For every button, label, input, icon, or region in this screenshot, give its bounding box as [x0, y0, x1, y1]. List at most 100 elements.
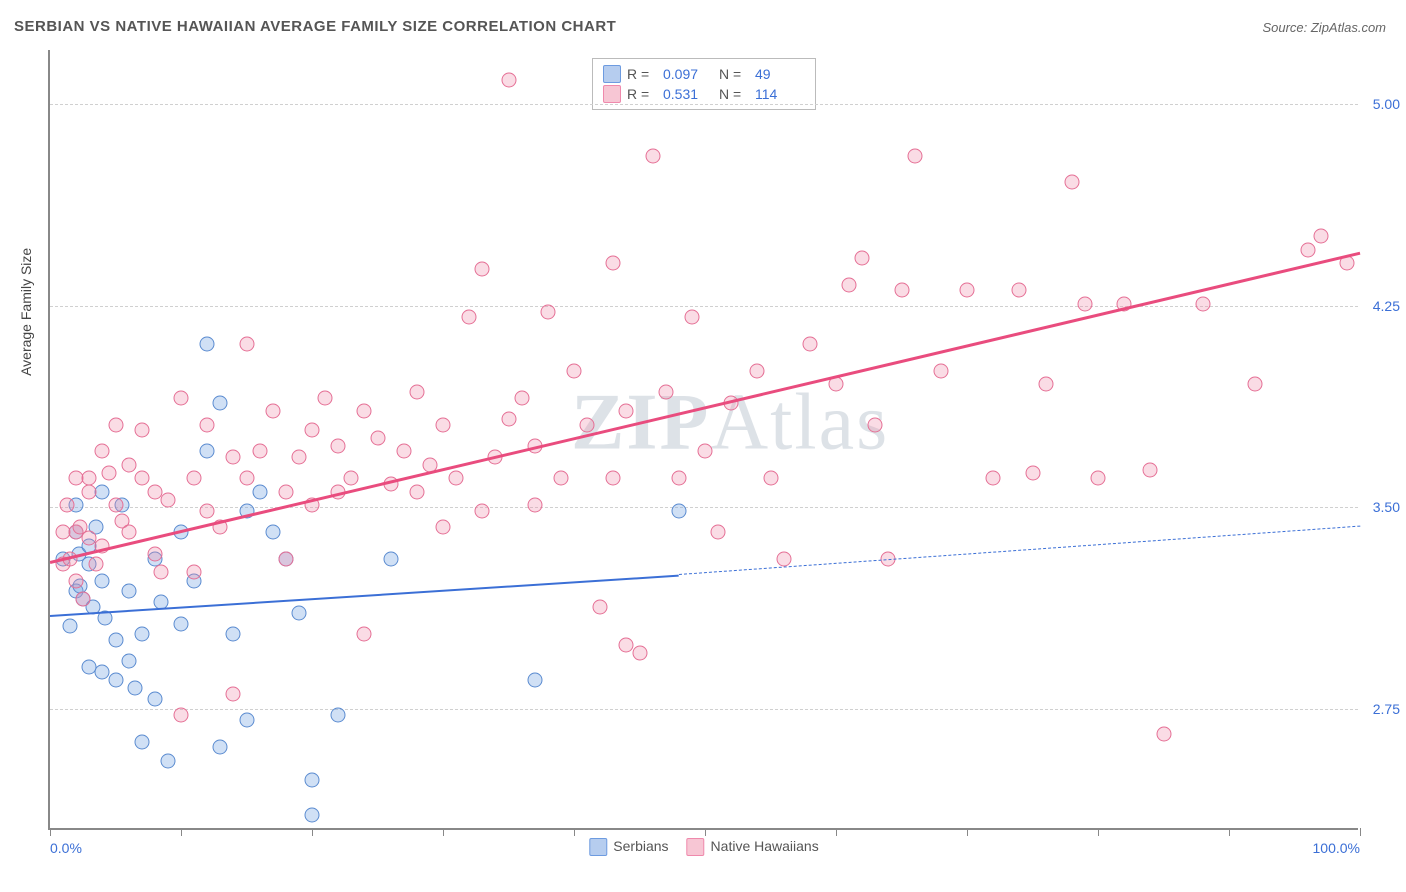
- data-point: [226, 627, 241, 642]
- data-point: [1156, 726, 1171, 741]
- data-point: [226, 449, 241, 464]
- data-point: [344, 471, 359, 486]
- data-point: [331, 708, 346, 723]
- data-point: [658, 385, 673, 400]
- data-point: [147, 546, 162, 561]
- data-point: [684, 309, 699, 324]
- data-point: [593, 600, 608, 615]
- n-label: N =: [719, 66, 749, 82]
- data-point: [331, 439, 346, 454]
- data-point: [409, 484, 424, 499]
- data-point: [567, 363, 582, 378]
- data-point: [855, 250, 870, 265]
- data-point: [1195, 296, 1210, 311]
- data-point: [291, 605, 306, 620]
- trendline: [50, 574, 679, 616]
- data-point: [1077, 296, 1092, 311]
- n-label: N =: [719, 86, 749, 102]
- data-point: [121, 457, 136, 472]
- data-point: [62, 619, 77, 634]
- data-point: [95, 444, 110, 459]
- data-point: [370, 431, 385, 446]
- data-point: [213, 396, 228, 411]
- data-point: [291, 449, 306, 464]
- data-point: [1300, 242, 1315, 257]
- data-point: [1091, 471, 1106, 486]
- data-point: [187, 471, 202, 486]
- data-point: [265, 404, 280, 419]
- data-point: [1248, 377, 1263, 392]
- series-legend: SerbiansNative Hawaiians: [589, 838, 818, 856]
- stats-legend-row: R =0.531N =114: [603, 85, 805, 103]
- data-point: [252, 484, 267, 499]
- x-tick: [1360, 828, 1361, 836]
- data-point: [960, 283, 975, 298]
- data-point: [750, 363, 765, 378]
- data-point: [1038, 377, 1053, 392]
- data-point: [396, 444, 411, 459]
- gridline: [50, 306, 1358, 307]
- data-point: [501, 412, 516, 427]
- data-point: [121, 525, 136, 540]
- x-tick-label: 100.0%: [1313, 840, 1360, 856]
- data-point: [907, 148, 922, 163]
- x-tick: [1229, 828, 1230, 836]
- data-point: [134, 422, 149, 437]
- data-point: [121, 584, 136, 599]
- data-point: [160, 492, 175, 507]
- r-value: 0.531: [663, 86, 713, 102]
- data-point: [60, 498, 75, 513]
- correlation-chart: SERBIAN VS NATIVE HAWAIIAN AVERAGE FAMIL…: [0, 0, 1406, 892]
- data-point: [134, 627, 149, 642]
- x-tick: [574, 828, 575, 836]
- y-tick-label: 4.25: [1373, 298, 1400, 314]
- r-label: R =: [627, 66, 657, 82]
- x-tick: [443, 828, 444, 836]
- data-point: [318, 390, 333, 405]
- data-point: [108, 632, 123, 647]
- data-point: [540, 304, 555, 319]
- data-point: [200, 417, 215, 432]
- series-label: Serbians: [613, 838, 668, 854]
- data-point: [436, 519, 451, 534]
- legend-swatch: [603, 85, 621, 103]
- y-tick-label: 3.50: [1373, 499, 1400, 515]
- data-point: [134, 471, 149, 486]
- data-point: [527, 673, 542, 688]
- data-point: [619, 404, 634, 419]
- x-tick-label: 0.0%: [50, 840, 82, 856]
- data-point: [553, 471, 568, 486]
- y-axis-label: Average Family Size: [18, 248, 34, 376]
- data-point: [894, 283, 909, 298]
- data-point: [606, 471, 621, 486]
- data-point: [265, 525, 280, 540]
- data-point: [580, 417, 595, 432]
- data-point: [514, 390, 529, 405]
- x-tick: [312, 828, 313, 836]
- legend-swatch: [687, 838, 705, 856]
- data-point: [711, 525, 726, 540]
- data-point: [763, 471, 778, 486]
- data-point: [239, 713, 254, 728]
- data-point: [868, 417, 883, 432]
- data-point: [82, 484, 97, 499]
- data-point: [671, 471, 686, 486]
- data-point: [698, 444, 713, 459]
- n-value: 49: [755, 66, 805, 82]
- legend-swatch: [589, 838, 607, 856]
- data-point: [252, 444, 267, 459]
- stats-legend: R =0.097N =49R =0.531N =114: [592, 58, 816, 110]
- data-point: [160, 753, 175, 768]
- y-tick-label: 5.00: [1373, 96, 1400, 112]
- data-point: [239, 471, 254, 486]
- x-tick: [1098, 828, 1099, 836]
- data-point: [128, 681, 143, 696]
- data-point: [933, 363, 948, 378]
- data-point: [174, 616, 189, 631]
- data-point: [69, 573, 84, 588]
- data-point: [776, 552, 791, 567]
- data-point: [278, 552, 293, 567]
- data-point: [436, 417, 451, 432]
- data-point: [527, 498, 542, 513]
- data-point: [200, 444, 215, 459]
